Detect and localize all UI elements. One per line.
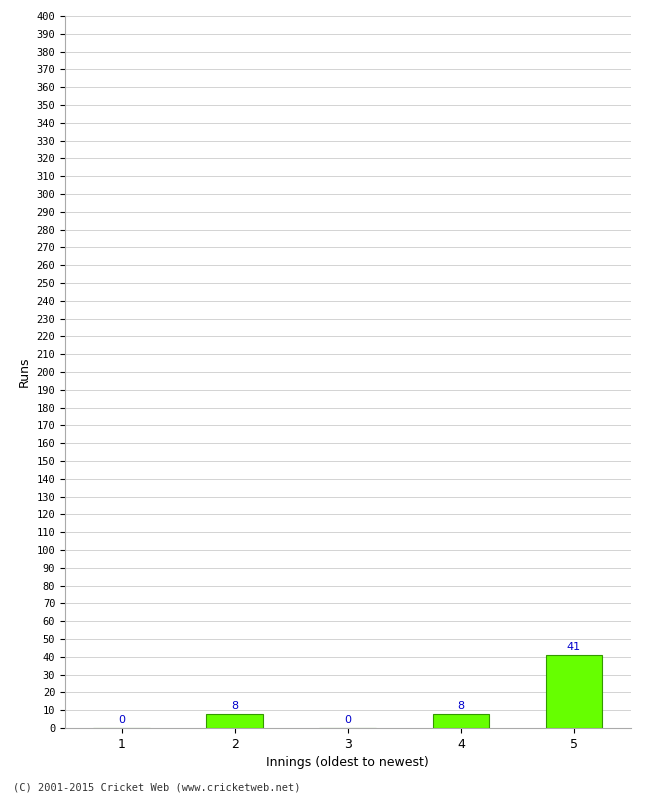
Bar [207,714,263,728]
Text: 8: 8 [231,701,238,711]
Text: 0: 0 [118,715,125,726]
Bar [546,655,602,728]
Text: 8: 8 [458,701,464,711]
Y-axis label: Runs: Runs [18,357,31,387]
Text: 41: 41 [567,642,581,652]
Bar [433,714,489,728]
Text: (C) 2001-2015 Cricket Web (www.cricketweb.net): (C) 2001-2015 Cricket Web (www.cricketwe… [13,782,300,792]
X-axis label: Innings (oldest to newest): Innings (oldest to newest) [266,756,429,770]
Text: 0: 0 [344,715,351,726]
